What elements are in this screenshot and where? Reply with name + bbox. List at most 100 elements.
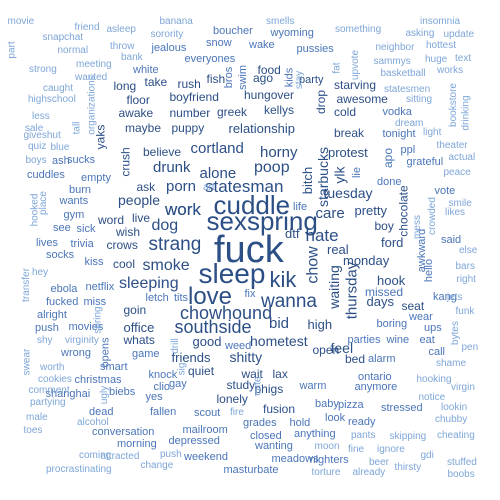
word-cuddle: cuddle — [213, 190, 291, 220]
word-wear: wear — [409, 310, 433, 323]
word-worth: worth — [40, 362, 65, 373]
word-hooking: hooking — [416, 374, 452, 385]
word-notice: notice — [418, 392, 446, 403]
word-dream: dream — [395, 118, 424, 129]
word-vodka: vodka — [382, 105, 412, 118]
word-miss: miss — [83, 295, 107, 308]
word-meeting: meeting — [76, 59, 112, 70]
word-fire: fire — [230, 407, 244, 418]
word-shanghai: shanghai — [45, 387, 91, 400]
word-clio: clio — [153, 380, 171, 393]
word-ignore: ignore — [377, 444, 405, 455]
word-push: push — [160, 449, 182, 460]
word-quiet: quiet — [188, 364, 215, 378]
word-lonely: lonely — [216, 392, 248, 406]
word-parties: parties — [347, 333, 381, 346]
word-chubby: chubby — [435, 414, 468, 425]
word-alone: alone — [199, 164, 237, 182]
word-vote: vote — [434, 184, 456, 197]
word-gdi: gdi — [420, 450, 434, 461]
word-anything: anything — [294, 427, 336, 440]
word-rush: rush — [177, 77, 201, 91]
word-bytes: bytes — [449, 321, 461, 345]
word-southside: southside — [174, 317, 252, 337]
word-sale: sale — [25, 123, 44, 134]
word-puppy: puppy — [171, 121, 205, 135]
word-ask: ask — [136, 180, 156, 194]
word-place: place — [37, 191, 49, 215]
word-coming: coming — [79, 450, 112, 461]
word-tonight: tonight — [382, 127, 416, 140]
word-greek: greek — [217, 105, 248, 119]
word-protest: protest — [328, 144, 368, 160]
word-alcohol: alcohol — [77, 417, 109, 428]
word-work: work — [165, 199, 201, 219]
word-said: said — [441, 233, 462, 246]
word-phigs: phigs — [254, 382, 284, 396]
word-letch: letch — [145, 291, 169, 304]
word-pants: pants — [351, 430, 376, 441]
word-drop: drop — [314, 89, 329, 115]
word-monday: monday — [343, 252, 390, 268]
word-see: see — [53, 221, 71, 234]
word-sleep: sleep — [198, 258, 266, 289]
word-partying: partying — [30, 397, 66, 408]
word-stressed: stressed — [381, 401, 423, 414]
word-trivia: trivia — [70, 237, 94, 250]
word-wanted: wanted — [75, 72, 108, 83]
word-sorority: sorority — [150, 29, 184, 40]
word-eat: eat — [419, 333, 435, 346]
word-works: works — [437, 65, 464, 76]
word-swim: swim — [236, 64, 249, 90]
word-bid: bid — [269, 314, 290, 332]
word-gay: gay — [169, 377, 187, 390]
word-yes: yes — [145, 390, 163, 403]
word-tits: tits — [174, 291, 189, 304]
word-feel: feel — [330, 340, 354, 356]
word-cheating: cheating — [437, 430, 475, 441]
word-food: food — [257, 63, 281, 77]
word-floor: floor — [126, 93, 150, 107]
word-insomnia: insomnia — [420, 16, 461, 27]
word-ugly: ugly — [99, 385, 111, 405]
word-bitch: bitch — [299, 166, 315, 194]
word-ontario: ontario — [358, 370, 392, 383]
word-closed: closed — [250, 429, 282, 442]
word-thirsty: thirsty — [394, 462, 422, 473]
word-tuesday: tuesday — [323, 185, 373, 201]
word-empty: empty — [81, 171, 111, 184]
word-giveshut: giveshut — [23, 130, 61, 141]
word-ebola: ebola — [50, 282, 78, 295]
word-cute: cute — [251, 376, 263, 396]
word-missed: missed — [365, 285, 404, 299]
word-else: else — [459, 245, 478, 256]
word-socks: socks — [46, 248, 75, 261]
word-depressed: depressed — [168, 434, 220, 447]
word-netflix: netflix — [85, 280, 115, 293]
word-work: work — [165, 199, 201, 219]
word-boobs: boobs — [447, 469, 475, 480]
word-movie: movie — [7, 16, 35, 27]
word-number: number — [169, 106, 211, 120]
word-ash: ash — [52, 154, 70, 167]
word-swear: swear — [20, 348, 32, 376]
word-transfer: transfer — [20, 268, 32, 302]
word-stuffed: stuffed — [447, 457, 477, 468]
word-hungover: hungover — [244, 88, 295, 102]
word-apo: apo — [381, 147, 396, 169]
word-scout: scout — [194, 406, 221, 419]
word-bars: bars — [455, 261, 475, 272]
word-warm: warm — [299, 379, 327, 392]
word-fusion: fusion — [263, 402, 296, 416]
word-hometest: hometest — [250, 333, 308, 349]
word-believe: believe — [143, 145, 182, 159]
word-comment: comment — [28, 385, 70, 396]
word-word: word — [98, 213, 125, 227]
word-ready: ready — [348, 415, 376, 428]
word-look: look — [325, 411, 346, 424]
word-cortland: cortland — [190, 139, 244, 157]
word-call: call — [428, 345, 446, 358]
word-starbucks: starbucks — [314, 147, 331, 207]
word-jets: jets — [447, 292, 463, 303]
